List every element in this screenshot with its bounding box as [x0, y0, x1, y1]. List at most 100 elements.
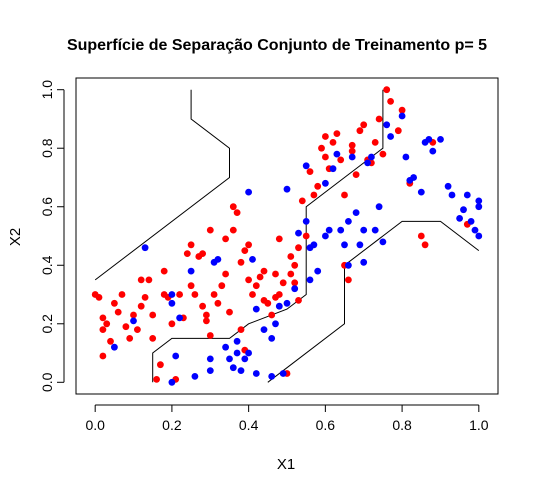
- point-red: [153, 376, 161, 383]
- point-blue: [272, 320, 279, 328]
- point-red: [417, 232, 425, 240]
- point-blue: [283, 185, 291, 193]
- point-blue: [302, 218, 310, 225]
- point-red: [302, 232, 310, 240]
- point-blue: [402, 153, 410, 161]
- point-blue: [463, 191, 471, 199]
- point-red: [375, 115, 383, 123]
- point-blue: [333, 150, 341, 158]
- point-blue: [437, 136, 444, 143]
- point-blue: [214, 256, 222, 263]
- point-blue: [222, 343, 230, 351]
- point-blue: [187, 267, 195, 275]
- point-blue: [448, 191, 456, 199]
- point-blue: [268, 335, 276, 342]
- point-red: [348, 141, 356, 149]
- point-red: [348, 147, 356, 155]
- point-red: [272, 270, 279, 278]
- point-red: [222, 270, 230, 278]
- point-red: [318, 144, 325, 152]
- point-blue: [237, 367, 245, 374]
- point-blue: [383, 121, 391, 129]
- point-blue: [368, 153, 375, 161]
- y-tick-label: 0.6: [39, 197, 55, 217]
- point-red: [341, 191, 348, 199]
- point-blue: [337, 226, 345, 234]
- point-blue: [475, 197, 483, 205]
- point-blue: [176, 314, 184, 322]
- point-red: [149, 311, 157, 319]
- point-red: [118, 291, 126, 298]
- point-red: [291, 261, 299, 269]
- point-blue: [379, 238, 387, 246]
- point-red: [421, 241, 429, 249]
- y-tick-label: 0.0: [39, 372, 55, 392]
- y-axis-label: X2: [7, 228, 24, 246]
- point-blue: [168, 299, 176, 307]
- point-blue: [425, 136, 433, 143]
- point-blue: [460, 206, 467, 214]
- x-tick-label: 0.0: [85, 417, 105, 433]
- point-blue: [249, 256, 256, 263]
- point-red: [291, 279, 299, 287]
- point-red: [134, 326, 141, 333]
- y-axis: 0.0 0.2 0.4 0.6 0.8 1.0: [39, 80, 65, 392]
- point-red: [322, 133, 329, 140]
- point-red: [387, 98, 394, 105]
- point-blue: [260, 326, 268, 333]
- point-red: [226, 308, 233, 316]
- point-blue: [245, 188, 253, 196]
- point-red: [99, 352, 107, 360]
- point-red: [206, 226, 214, 234]
- boundary-line-1: [94, 89, 230, 281]
- point-blue: [352, 209, 360, 217]
- point-red: [279, 279, 287, 287]
- point-red: [237, 258, 245, 266]
- point-blue: [245, 349, 253, 357]
- x-tick-label: 0.2: [162, 417, 182, 433]
- point-blue: [168, 291, 176, 298]
- point-blue: [375, 203, 383, 211]
- point-red: [371, 139, 379, 146]
- point-blue: [475, 232, 483, 240]
- point-blue: [252, 370, 260, 377]
- point-blue: [233, 337, 241, 345]
- point-blue: [229, 364, 237, 372]
- point-red: [99, 326, 107, 333]
- point-red: [168, 320, 176, 328]
- point-red: [187, 241, 195, 249]
- point-blue: [191, 373, 199, 380]
- point-red: [337, 156, 345, 164]
- point-red: [218, 282, 226, 290]
- point-red: [229, 226, 237, 234]
- point-blue: [314, 267, 322, 275]
- point-red: [249, 291, 256, 298]
- point-blue: [364, 159, 371, 167]
- point-blue: [371, 226, 379, 234]
- point-blue: [429, 147, 437, 155]
- point-blue: [467, 218, 475, 225]
- x-tick-label: 0.4: [239, 417, 259, 433]
- x-tick-label: 1.0: [469, 417, 489, 433]
- point-red: [333, 130, 341, 138]
- x-tick-label: 0.8: [392, 417, 412, 433]
- point-red: [295, 244, 302, 252]
- point-red: [245, 276, 253, 284]
- boundary-line-2: [152, 89, 384, 383]
- point-red: [329, 139, 337, 146]
- point-blue: [310, 241, 318, 249]
- point-blue: [172, 352, 180, 360]
- y-tick-label: 0.4: [39, 255, 55, 275]
- point-red: [398, 106, 406, 114]
- point-red: [287, 253, 295, 260]
- point-blue: [471, 226, 479, 234]
- point-red: [256, 273, 264, 281]
- x-tick-label: 0.6: [316, 417, 336, 433]
- point-blue: [291, 285, 299, 293]
- point-blue: [410, 174, 417, 181]
- x-axis: 0.0 0.2 0.4 0.6 0.8 1.0: [85, 404, 489, 433]
- point-red: [229, 203, 237, 211]
- point-red: [275, 291, 283, 298]
- point-red: [314, 182, 322, 190]
- point-red: [95, 294, 103, 301]
